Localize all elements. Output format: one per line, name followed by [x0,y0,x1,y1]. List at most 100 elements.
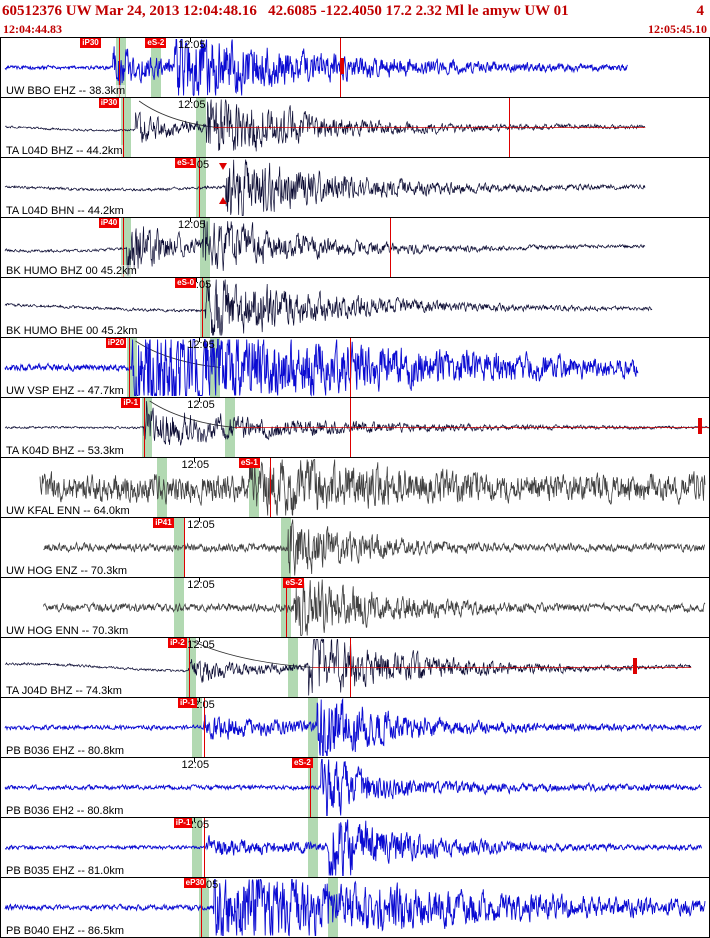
trace-panel-8[interactable]: eS-1 12:05 UW KFAL ENN -- 64.0km [1,458,709,518]
pick-triangle-bottom-icon [218,197,227,204]
pick-line [204,818,206,877]
pick-line [188,638,190,697]
pick-window-band [280,518,291,577]
trace-panel-2[interactable]: iP30 12:05 TA L04D BHZ -- 44.2km [1,98,709,158]
minute-tick [193,458,195,462]
phase-pick-flag[interactable]: iP-2 [168,638,187,648]
time-label: 12:05 [178,219,206,231]
trace-panel-7[interactable]: iP-1 12:05 TA K04D BHZ -- 53.3km [1,398,709,458]
trace-panel-4[interactable]: iP40 12:05 BK HUMO BHZ 00 45.2km [1,218,709,278]
phase-pick-flag[interactable]: eP30 [183,878,207,888]
phase-pick-flag[interactable]: eS-0 [175,278,197,288]
time-label: 12:05 [187,399,215,411]
waveform-plot [43,579,706,636]
waveform-plot [4,638,692,696]
amplitude-marker [633,658,638,674]
pick-window-band [196,158,207,217]
waveform-plot [4,759,702,816]
event-flag-count: 4 [696,3,705,19]
waveform-plot [39,459,706,516]
phase-pick-flag[interactable]: eS-2 [145,38,167,48]
pick-line [389,218,391,277]
trace-panel-12[interactable]: iP-1 12:05 PB B036 EHZ -- 80.8km [1,698,709,758]
phase-pick-flag[interactable]: iP40 [98,218,120,228]
waveform-trace [4,759,702,816]
trace-panel-1[interactable]: iP30 eS-2 12:05 UW BBO EHZ -- 38.3km [1,38,709,98]
pick-window-band [199,278,210,337]
minute-tick [193,818,195,822]
pick-line [350,638,352,697]
minute-tick [190,98,191,102]
phase-pick-flag[interactable]: eS-1 [238,458,260,468]
waveform-plot [4,698,702,756]
station-label: PB B036 EH2 -- 80.8km [6,805,124,817]
phase-pick-flag[interactable]: iP20 [105,338,127,348]
phase-pick-flag[interactable]: iP-1 [173,818,193,828]
event-header: 60512376 UW Mar 24, 2013 12:04:48.16 42.… [0,0,710,22]
event-summary: 60512376 UW Mar 24, 2013 12:04:48.16 42.… [2,3,569,19]
waveform-trace [4,401,709,446]
waveform-trace [4,159,646,216]
minute-tick [199,338,201,342]
phase-pick-flag[interactable]: iP-1 [121,398,141,408]
minute-tick [199,638,201,642]
pick-line [310,758,312,817]
pick-line [204,698,206,757]
trace-panel-10[interactable]: eS-2 12:05 UW HOG ENN -- 70.3km [1,578,709,638]
trace-panel-14[interactable]: iP-1 12:05 PB B035 EHZ -- 81.0km [1,818,709,878]
pick-line [183,518,185,577]
waveform-trace [4,698,702,756]
trace-panel-9[interactable]: iP41 12:05 UW HOG ENZ -- 70.3km [1,518,709,578]
waveform-plot [4,339,639,397]
amplitude-marker [340,58,345,74]
phase-pick-flag[interactable]: iP41 [153,518,174,528]
waveform-trace [4,279,653,336]
waveform-trace [4,219,646,276]
minute-tick [199,698,201,702]
pick-line [123,218,125,277]
pick-line [350,338,352,397]
time-label: 12:05 [181,459,210,471]
waveform-trace [4,339,639,397]
pick-line [202,278,204,337]
pick-window-band [196,98,207,157]
minute-tick [199,398,201,402]
waveform-plot [43,519,705,576]
waveform-plot [4,879,706,937]
time-label: 12:05 [178,39,206,51]
minute-tick [199,518,201,522]
waveform-plot [4,400,709,446]
station-label: PB B036 EHZ -- 80.8km [6,745,124,757]
trace-panel-6[interactable]: iP20 12:05 UW VSP EHZ -- 47.7km [1,338,709,398]
pick-line [270,458,272,517]
trace-panel-5[interactable]: eS-0 12:05 BK HUMO BHE 00 45.2km [1,278,709,338]
phase-pick-flag[interactable]: iP30 [98,98,120,108]
phase-pick-flag[interactable]: eS-2 [283,578,305,588]
time-label: 12:05 [178,99,206,111]
pick-window-band [141,398,152,457]
waveform-plot [4,219,646,276]
time-label: 12:05 [187,339,215,351]
pick-line [118,38,120,97]
phase-pick-flag[interactable]: eS-2 [291,758,313,768]
station-label: BK HUMO BHE 00 45.2km [6,325,138,337]
station-label: TA J04D BHZ -- 74.3km [6,685,122,697]
station-label: UW BBO EHZ -- 38.3km [6,85,126,97]
phase-pick-flag[interactable]: iP-1 [178,698,197,708]
trace-panel-11[interactable]: iP-2 12:05 TA J04D BHZ -- 74.3km [1,638,709,698]
time-window-bar: 12:04:44.83 12:05:45.10 [0,22,710,37]
pick-line [509,98,511,157]
minute-tick [195,278,197,282]
station-label: TA L04D BHN -- 44.2km [6,205,124,217]
time-label: 12:05 [187,519,215,531]
phase-pick-flag[interactable]: eS-1 [175,158,197,168]
phase-pick-flag[interactable]: iP30 [80,38,101,48]
window-end-time: 12:05:45.10 [648,22,707,36]
waveform-plot [4,39,628,97]
station-label: UW HOG ENN -- 70.3km [6,625,129,637]
pick-window-band [199,218,210,277]
trace-panel-13[interactable]: eS-2 12:05 PB B036 EH2 -- 80.8km [1,758,709,818]
pick-window-band [199,878,210,937]
